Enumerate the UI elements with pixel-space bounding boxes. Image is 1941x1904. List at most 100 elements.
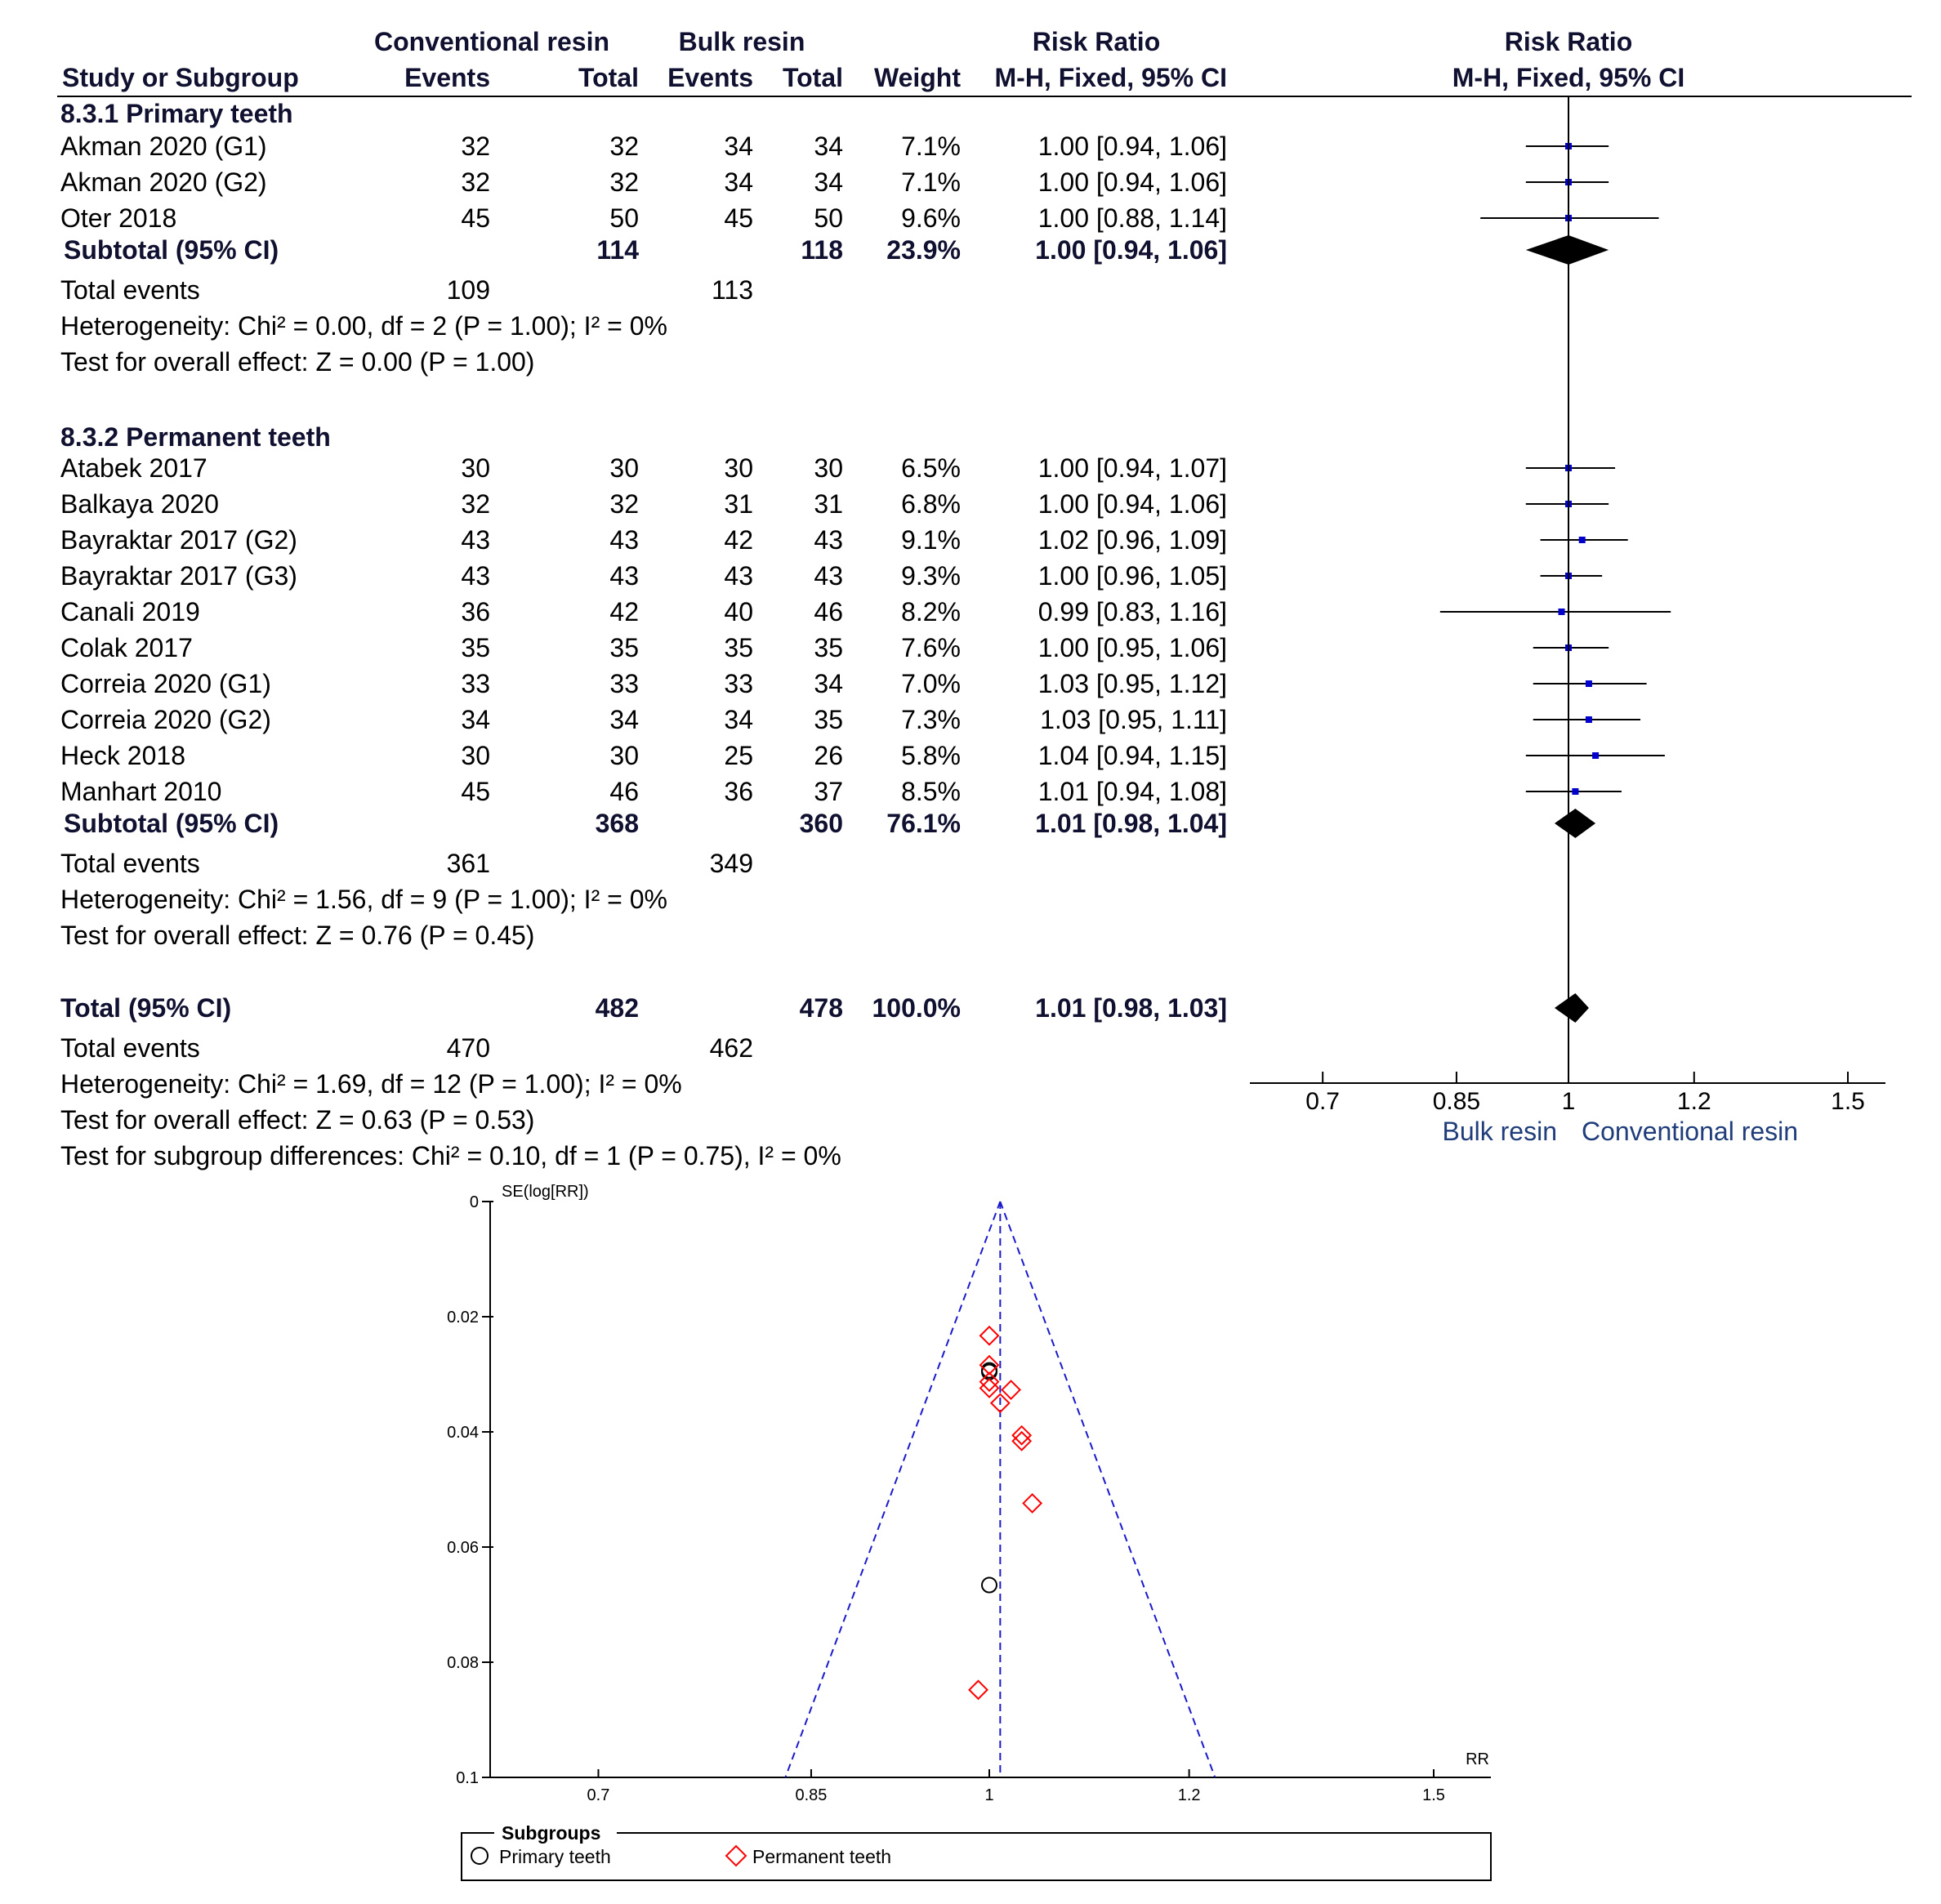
study-events1: 30 <box>461 741 490 770</box>
study-total1: 43 <box>609 561 639 591</box>
forest-x-tick-label: 1.5 <box>1831 1088 1865 1115</box>
study-events1: 30 <box>461 453 490 483</box>
subtotal-total2: 118 <box>801 235 843 265</box>
total-events-label: Total events <box>60 275 200 305</box>
study-name: Correia 2020 (G1) <box>60 669 271 698</box>
funnel-y-tick-label: 0.08 <box>447 1654 479 1672</box>
study-events2: 33 <box>724 669 753 698</box>
total-events1: 470 <box>447 1033 490 1063</box>
funnel-x-tick-label: 0.7 <box>587 1786 610 1804</box>
subtotal-label: Subtotal (95% CI) <box>64 809 279 838</box>
forest-x-tick-label: 0.85 <box>1433 1088 1480 1115</box>
forest-x-tick-label: 1 <box>1562 1088 1576 1115</box>
total-diamond <box>1554 993 1589 1023</box>
legend-primary-label: Primary teeth <box>499 1846 611 1867</box>
study-name: Canali 2019 <box>60 597 200 626</box>
study-events1: 35 <box>461 633 490 662</box>
study-ci: 1.02 [0.96, 1.09] <box>1038 525 1227 555</box>
study-point-estimate <box>1585 716 1592 723</box>
study-total2: 35 <box>814 705 843 734</box>
total-overall-effect: Test for overall effect: Z = 0.63 (P = 0… <box>60 1105 534 1135</box>
legend-box <box>461 1832 1492 1881</box>
study-weight: 7.0% <box>901 669 961 698</box>
study-total2: 43 <box>814 525 843 555</box>
subtotal-label: Subtotal (95% CI) <box>64 235 279 265</box>
subtotal-weight: 76.1% <box>886 809 961 838</box>
study-name: Correia 2020 (G2) <box>60 705 271 734</box>
header-group1: Conventional resin <box>374 27 609 56</box>
total-events1: 361 <box>447 849 490 878</box>
funnel-y-tick-label: 0.06 <box>447 1539 479 1557</box>
permanent-teeth-point <box>1001 1380 1021 1400</box>
header-group2: Bulk resin <box>679 27 805 56</box>
total-events1: 109 <box>447 275 490 305</box>
study-total2: 46 <box>814 597 843 626</box>
study-weight: 6.5% <box>901 453 961 483</box>
subtotal-diamond <box>1554 809 1596 838</box>
study-ci: 1.00 [0.94, 1.06] <box>1038 132 1227 161</box>
study-total1: 35 <box>609 633 639 662</box>
permanent-teeth-point <box>1022 1493 1043 1514</box>
study-name: Colak 2017 <box>60 633 193 662</box>
study-ci: 1.00 [0.95, 1.06] <box>1038 633 1227 662</box>
study-events1: 43 <box>461 525 490 555</box>
legend-permanent-label: Permanent teeth <box>752 1846 891 1867</box>
study-events1: 45 <box>461 777 490 806</box>
study-name: Akman 2020 (G1) <box>60 132 267 161</box>
total-ci: 1.01 [0.98, 1.03] <box>1035 993 1227 1023</box>
subtotal-weight: 23.9% <box>886 235 961 265</box>
study-weight: 7.3% <box>901 705 961 734</box>
study-total1: 32 <box>609 489 639 519</box>
study-total2: 43 <box>814 561 843 591</box>
study-total1: 30 <box>609 741 639 770</box>
funnel-y-axis-label: SE(log[RR]) <box>502 1183 589 1201</box>
study-name: Akman 2020 (G2) <box>60 167 267 197</box>
header-events2: Events <box>667 63 753 92</box>
header-method-col: M-H, Fixed, 95% CI <box>995 63 1228 92</box>
funnel-y-tick-label: 0 <box>470 1193 479 1211</box>
study-ci: 1.00 [0.94, 1.06] <box>1038 167 1227 197</box>
study-events2: 34 <box>724 132 753 161</box>
study-ci: 1.04 [0.94, 1.15] <box>1038 741 1227 770</box>
study-events1: 32 <box>461 167 490 197</box>
study-total1: 34 <box>609 705 639 734</box>
study-total2: 31 <box>814 489 843 519</box>
permanent-teeth-point <box>1011 1430 1033 1451</box>
funnel-x-tick-label: 0.85 <box>795 1786 827 1804</box>
total-events2: 349 <box>710 849 753 878</box>
total-events2: 462 <box>710 1033 753 1063</box>
study-ci: 1.03 [0.95, 1.12] <box>1038 669 1227 698</box>
study-events2: 43 <box>724 561 753 591</box>
study-point-estimate <box>1585 680 1592 687</box>
funnel-y-tick-label: 0.1 <box>456 1769 479 1787</box>
study-events2: 36 <box>724 777 753 806</box>
study-events2: 25 <box>724 741 753 770</box>
total-events-label: Total events <box>60 849 200 878</box>
study-name: Atabek 2017 <box>60 453 207 483</box>
study-weight: 9.1% <box>901 525 961 555</box>
study-total1: 46 <box>609 777 639 806</box>
study-events1: 34 <box>461 705 490 734</box>
study-weight: 6.8% <box>901 489 961 519</box>
total-label: Total (95% CI) <box>60 993 231 1023</box>
study-total2: 35 <box>814 633 843 662</box>
study-total2: 30 <box>814 453 843 483</box>
total-weight: 100.0% <box>872 993 961 1023</box>
permanent-teeth-point <box>989 1393 1011 1414</box>
subtotal-total2: 360 <box>800 809 843 838</box>
subtotal-diamond <box>1525 235 1609 265</box>
study-events2: 34 <box>724 167 753 197</box>
study-weight: 8.2% <box>901 597 961 626</box>
study-weight: 8.5% <box>901 777 961 806</box>
funnel-right-limit <box>999 1201 1216 1778</box>
study-point-estimate <box>1578 537 1586 543</box>
funnel-x-tick-label: 1 <box>984 1786 993 1804</box>
total-total2: 478 <box>800 993 843 1023</box>
study-events1: 45 <box>461 203 490 233</box>
legend-permanent-marker <box>725 1844 747 1867</box>
study-ci: 1.01 [0.94, 1.08] <box>1038 777 1227 806</box>
study-ci: 1.03 [0.95, 1.11] <box>1040 705 1227 734</box>
total-events2: 113 <box>712 275 753 305</box>
study-weight: 9.6% <box>901 203 961 233</box>
